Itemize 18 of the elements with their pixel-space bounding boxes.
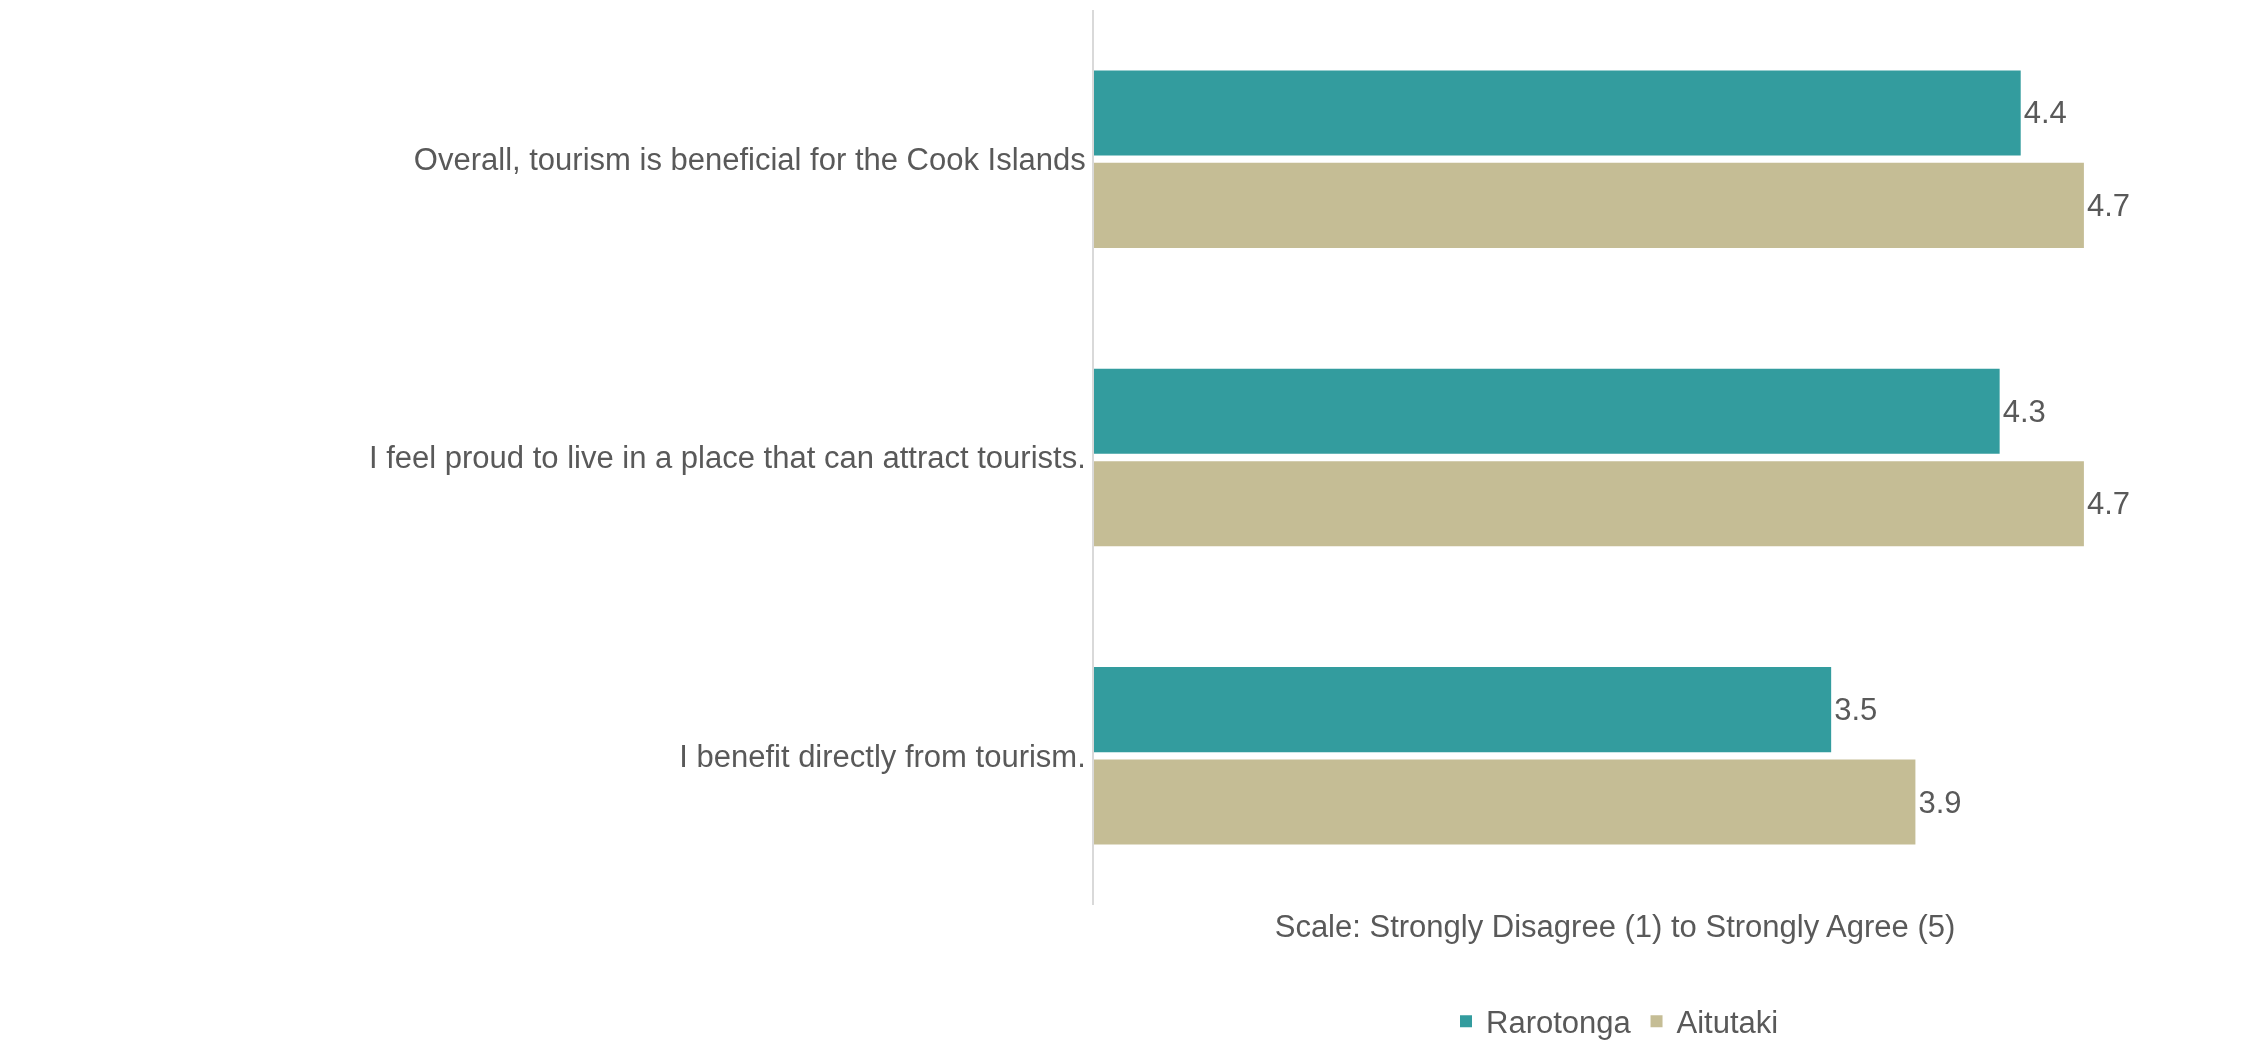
data-label: 4.3 (2002, 393, 2046, 429)
y-tick-label: I feel proud to live in a place that can attract tourists. (368, 440, 1086, 476)
bar (1094, 162, 2084, 248)
legend-label: Rarotonga (1486, 1005, 1632, 1041)
bar (1094, 667, 1832, 753)
data-label: 4.7 (2086, 187, 2131, 223)
bar (1094, 759, 1916, 845)
x-axis-title: Scale: Strongly Disagree (1) to Strongly Agree (5) (1274, 909, 1956, 945)
legend-label: Aitutaki (1676, 1005, 1779, 1041)
bar (1094, 368, 2000, 454)
data-label: 3.5 (1834, 692, 1878, 728)
y-tick-label: I benefit directly from tourism. (679, 738, 1086, 774)
data-label: 3.9 (1918, 784, 1962, 820)
y-tick-label: Overall, tourism is beneficial for the Cook Islands (413, 142, 1086, 178)
bar (1094, 461, 2084, 547)
data-label: 4.4 (2023, 95, 2067, 131)
bar (1094, 70, 2021, 156)
data-label: 4.7 (2086, 486, 2131, 522)
